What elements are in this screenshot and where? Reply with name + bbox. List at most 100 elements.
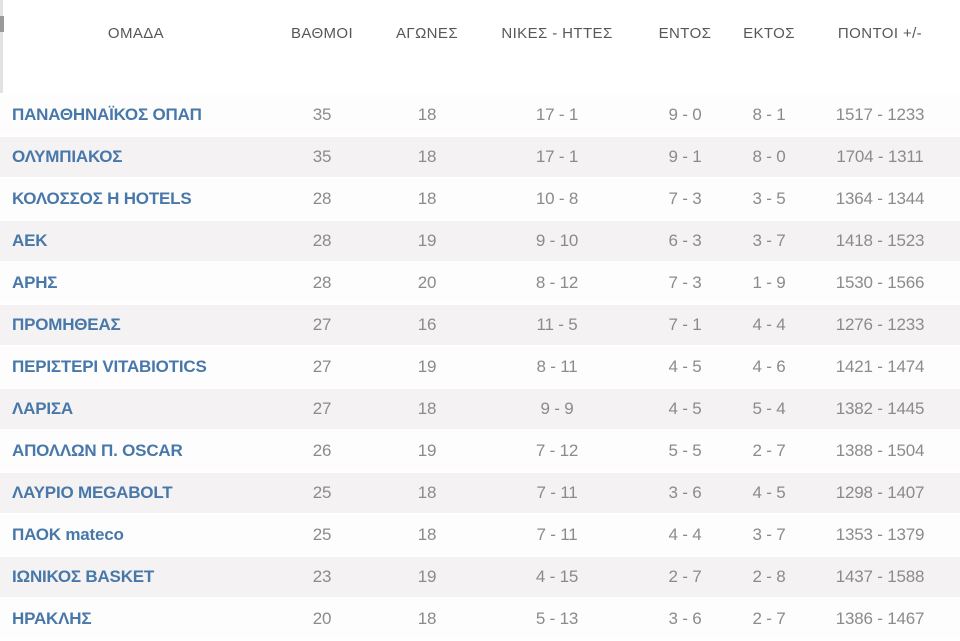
points-plus-minus-cell: 1421 - 1474 — [835, 357, 925, 376]
team-cell: ΑΕΚ — [0, 231, 272, 251]
points-cell: 23 — [312, 567, 332, 586]
team-link[interactable]: ΛΑΥΡΙΟ MEGABOLT — [12, 483, 173, 502]
home-record-cell: 7 - 3 — [668, 189, 702, 208]
away-record-cell: 2 - 7 — [752, 441, 786, 460]
team-cell: ΛΑΥΡΙΟ MEGABOLT — [0, 483, 272, 503]
team-cell: ΠΑΟΚ mateco — [0, 525, 272, 545]
team-link[interactable]: ΑΕΚ — [12, 231, 48, 250]
team-cell: ΑΡΗΣ — [0, 273, 272, 293]
away-record-cell: 4 - 4 — [752, 315, 786, 334]
wins-losses-cell: 4 - 15 — [535, 567, 579, 586]
table-row: ΚΟΛΟΣΣΟΣ Η HOTELS 28 18 10 - 8 7 - 3 3 -… — [0, 177, 960, 219]
header-points-plus-minus: ΠΟΝΤΟΙ +/- — [837, 24, 923, 42]
header-away: ΕΚΤΟΣ — [743, 24, 795, 42]
home-record-cell: 4 - 5 — [668, 357, 702, 376]
wins-losses-cell: 17 - 1 — [535, 147, 579, 166]
points-cell: 27 — [312, 315, 332, 334]
points-cell: 27 — [312, 357, 332, 376]
wins-losses-cell: 7 - 11 — [536, 525, 578, 544]
header-team: ΟΜΑΔΑ — [107, 24, 165, 42]
table-body: ΠΑΝΑΘΗΝΑΪΚΟΣ ΟΠΑΠ 35 18 17 - 1 9 - 0 8 -… — [0, 93, 960, 639]
games-cell: 20 — [417, 273, 437, 292]
team-link[interactable]: ΠΑΟΚ mateco — [12, 525, 124, 544]
away-record-cell: 3 - 7 — [752, 231, 786, 250]
team-link[interactable]: ΠΕΡΙΣΤΕΡΙ VITABIOTICS — [12, 357, 207, 376]
team-cell: ΠΕΡΙΣΤΕΡΙ VITABIOTICS — [0, 357, 272, 377]
home-record-cell: 4 - 5 — [668, 399, 702, 418]
wins-losses-cell: 5 - 13 — [535, 609, 579, 628]
home-record-cell: 9 - 0 — [668, 105, 702, 124]
team-link[interactable]: ΠΡΟΜΗΘΕΑΣ — [12, 315, 121, 334]
points-plus-minus-cell: 1382 - 1445 — [835, 399, 925, 418]
games-cell: 19 — [417, 231, 437, 250]
away-record-cell: 4 - 6 — [752, 357, 786, 376]
team-link[interactable]: ΑΠΟΛΛΩΝ Π. OSCAR — [12, 441, 183, 460]
games-cell: 18 — [417, 399, 437, 418]
games-cell: 16 — [417, 315, 437, 334]
team-link[interactable]: ΟΛΥΜΠΙΑΚΟΣ — [12, 147, 123, 166]
team-cell: ΟΛΥΜΠΙΑΚΟΣ — [0, 147, 272, 167]
points-cell: 27 — [312, 399, 332, 418]
team-cell: ΚΟΛΟΣΣΟΣ Η HOTELS — [0, 189, 272, 209]
home-record-cell: 2 - 7 — [668, 567, 702, 586]
table-header-row: ΟΜΑΔΑ ΒΑΘΜΟΙ ΑΓΩΝΕΣ ΝΙΚΕΣ - ΗΤΤΕΣ ΕΝΤΟΣ … — [0, 12, 960, 54]
games-cell: 19 — [417, 567, 437, 586]
team-cell: ΠΡΟΜΗΘΕΑΣ — [0, 315, 272, 335]
team-link[interactable]: ΠΑΝΑΘΗΝΑΪΚΟΣ ΟΠΑΠ — [12, 105, 202, 124]
team-link[interactable]: ΗΡΑΚΛΗΣ — [12, 609, 92, 628]
wins-losses-cell: 11 - 5 — [536, 315, 578, 334]
games-cell: 18 — [417, 609, 437, 628]
points-plus-minus-cell: 1276 - 1233 — [835, 315, 925, 334]
table-row: ΑΠΟΛΛΩΝ Π. OSCAR 26 19 7 - 12 5 - 5 2 - … — [0, 429, 960, 471]
home-record-cell: 9 - 1 — [668, 147, 702, 166]
points-cell: 28 — [312, 231, 332, 250]
wins-losses-cell: 8 - 12 — [535, 273, 579, 292]
table-row: ΑΕΚ 28 19 9 - 10 6 - 3 3 - 7 1418 - 1523 — [0, 219, 960, 261]
points-cell: 35 — [312, 105, 332, 124]
header-wins-losses: ΝΙΚΕΣ - ΗΤΤΕΣ — [501, 24, 613, 42]
points-plus-minus-cell: 1418 - 1523 — [835, 231, 925, 250]
points-plus-minus-cell: 1530 - 1566 — [835, 273, 925, 292]
points-plus-minus-cell: 1364 - 1344 — [835, 189, 925, 208]
table-row: ΑΡΗΣ 28 20 8 - 12 7 - 3 1 - 9 1530 - 156… — [0, 261, 960, 303]
table-row: ΛΑΡΙΣΑ 27 18 9 - 9 4 - 5 5 - 4 1382 - 14… — [0, 387, 960, 429]
points-cell: 25 — [312, 525, 332, 544]
team-cell: ΠΑΝΑΘΗΝΑΪΚΟΣ ΟΠΑΠ — [0, 105, 272, 125]
wins-losses-cell: 8 - 11 — [536, 357, 578, 376]
away-record-cell: 8 - 0 — [752, 147, 786, 166]
points-plus-minus-cell: 1353 - 1379 — [835, 525, 925, 544]
wins-losses-cell: 10 - 8 — [535, 189, 579, 208]
wins-losses-cell: 9 - 9 — [540, 399, 574, 418]
away-record-cell: 2 - 7 — [752, 609, 786, 628]
games-cell: 19 — [417, 441, 437, 460]
team-link[interactable]: ΙΩΝΙΚΟΣ BASKET — [12, 567, 155, 586]
home-record-cell: 5 - 5 — [668, 441, 702, 460]
header-home: ΕΝΤΟΣ — [658, 24, 712, 42]
table-row: ΠΕΡΙΣΤΕΡΙ VITABIOTICS 27 19 8 - 11 4 - 5… — [0, 345, 960, 387]
away-record-cell: 5 - 4 — [752, 399, 786, 418]
wins-losses-cell: 7 - 11 — [536, 483, 578, 502]
left-edge-artifact — [0, 0, 3, 95]
team-link[interactable]: ΑΡΗΣ — [12, 273, 58, 292]
team-cell: ΗΡΑΚΛΗΣ — [0, 609, 272, 629]
games-cell: 18 — [417, 483, 437, 502]
table-row: ΠΑΟΚ mateco 25 18 7 - 11 4 - 4 3 - 7 135… — [0, 513, 960, 555]
team-link[interactable]: ΚΟΛΟΣΣΟΣ Η HOTELS — [12, 189, 192, 208]
points-cell: 26 — [312, 441, 332, 460]
points-plus-minus-cell: 1704 - 1311 — [836, 147, 924, 166]
points-cell: 35 — [312, 147, 332, 166]
games-cell: 18 — [417, 105, 437, 124]
left-edge-artifact-mark — [0, 16, 4, 32]
games-cell: 18 — [417, 147, 437, 166]
team-cell: ΙΩΝΙΚΟΣ BASKET — [0, 567, 272, 587]
home-record-cell: 3 - 6 — [668, 609, 702, 628]
home-record-cell: 7 - 1 — [668, 315, 702, 334]
team-link[interactable]: ΛΑΡΙΣΑ — [12, 399, 73, 418]
points-cell: 25 — [312, 483, 332, 502]
points-plus-minus-cell: 1298 - 1407 — [835, 483, 925, 502]
team-cell: ΛΑΡΙΣΑ — [0, 399, 272, 419]
team-cell: ΑΠΟΛΛΩΝ Π. OSCAR — [0, 441, 272, 461]
away-record-cell: 8 - 1 — [752, 105, 786, 124]
away-record-cell: 3 - 5 — [752, 189, 786, 208]
